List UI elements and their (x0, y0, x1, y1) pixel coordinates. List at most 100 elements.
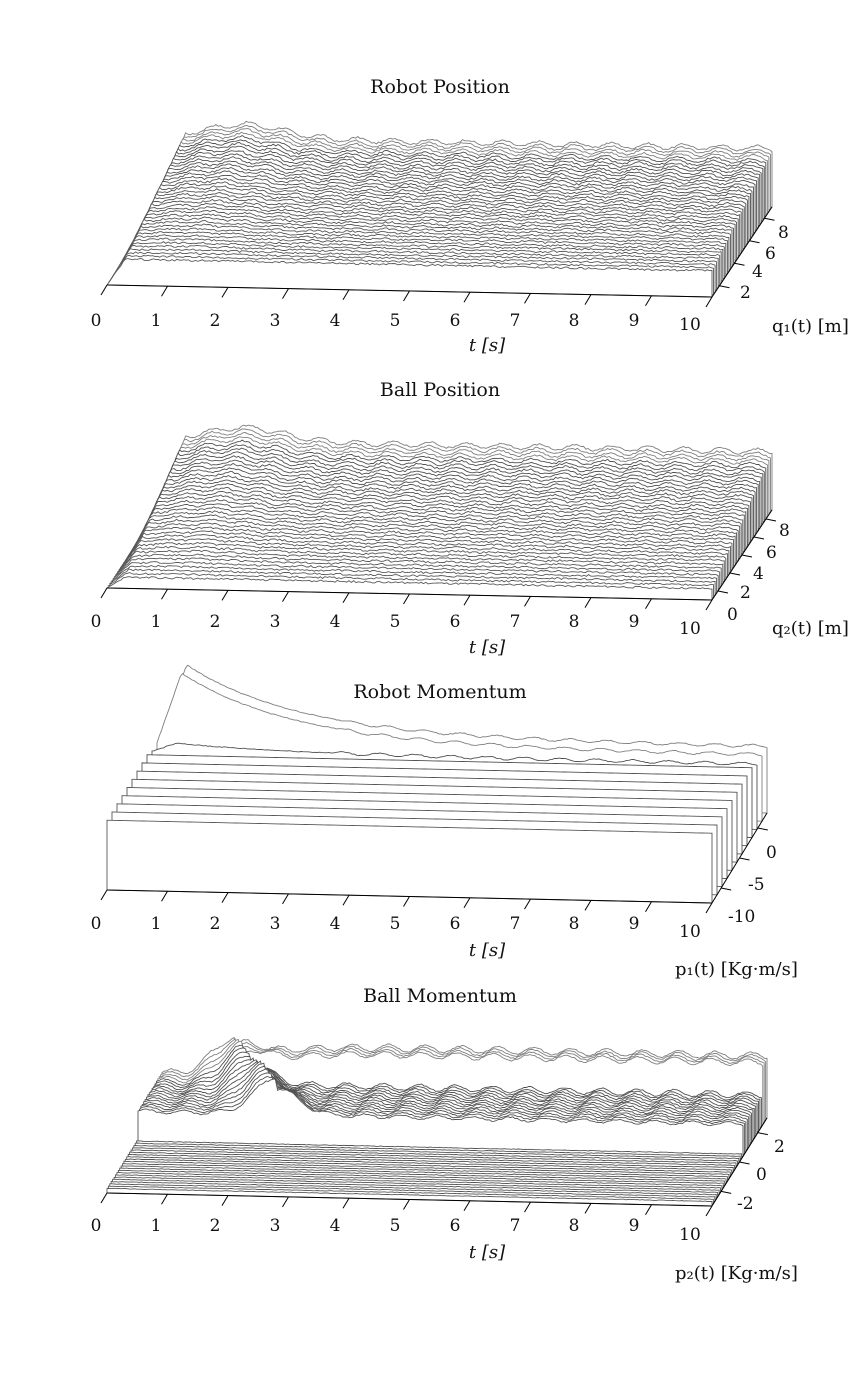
axes (100, 509, 777, 611)
x-tick (282, 1196, 289, 1208)
z-tick-labels: 0 2 4 6 8 (727, 521, 790, 625)
x-tick-label: 5 (390, 914, 401, 934)
x-tick (403, 290, 410, 302)
z-tick-label: 6 (766, 543, 777, 563)
x-tick (403, 1199, 410, 1210)
x-tick (221, 1195, 229, 1206)
x-tick-label: 2 (210, 914, 221, 934)
x-tick (221, 287, 229, 298)
x-tick (705, 296, 713, 308)
x-tick-label: 5 (390, 311, 401, 331)
x-tick-label: 2 (210, 1216, 221, 1236)
x-tick-label: 3 (270, 612, 281, 632)
x-tick-label: 2 (210, 311, 221, 331)
z-tick (739, 857, 750, 861)
z-tick (717, 590, 729, 594)
series-group (106, 120, 773, 298)
x-tick-label: 0 (91, 311, 102, 331)
x-tick (705, 599, 713, 611)
x-tick-label: 6 (450, 311, 461, 331)
x-tick (161, 891, 168, 902)
x-tick-label: 9 (629, 612, 640, 632)
series-group (106, 1036, 768, 1207)
z-tick (721, 1190, 732, 1194)
x-tick-label: 3 (270, 311, 281, 331)
x-tick-label: 8 (569, 311, 580, 331)
x-axis-label: t [s] (469, 335, 506, 356)
z-tick (764, 217, 775, 221)
x-tick (161, 285, 168, 297)
z-tick-label: 2 (740, 583, 751, 603)
z-tick (757, 827, 768, 831)
x-tick-label: 9 (629, 914, 640, 934)
x-tick-label: 4 (330, 914, 341, 934)
series-line (106, 819, 713, 904)
x-tick-label: 7 (510, 311, 521, 331)
x-tick-label: 10 (679, 619, 701, 639)
z-tick-label: 0 (756, 1165, 767, 1185)
x-tick (584, 1203, 592, 1214)
z-tick-label: 4 (753, 564, 764, 584)
z-tick (739, 1161, 750, 1165)
x-tick (221, 590, 229, 601)
x-tick-label: 8 (569, 1216, 580, 1236)
x-tick-label: 7 (510, 612, 521, 632)
x-tick-label: 0 (91, 914, 102, 934)
x-tick-label: 7 (510, 914, 521, 934)
chart-title: Ball Position (380, 379, 500, 401)
x-tick (342, 289, 350, 301)
x-tick (645, 295, 652, 307)
x-tick (282, 591, 289, 602)
x-tick (342, 1197, 350, 1209)
x-tick-label: 9 (629, 1216, 640, 1236)
x-tick-label: 1 (151, 1216, 162, 1236)
x-tick (705, 1205, 713, 1217)
series-line (106, 258, 713, 298)
chart-title: Robot Position (370, 76, 510, 98)
x-tick (524, 596, 531, 607)
x-tick (282, 288, 289, 299)
x-tick-labels: 0 1 2 3 4 5 6 7 8 9 10 (91, 1216, 701, 1245)
axes (100, 812, 768, 914)
panel-ball-position: Ball Position 0 1 2 3 4 5 6 7 8 9 10 0 2… (91, 379, 849, 658)
x-tick (282, 893, 289, 905)
x-axis-label: t [s] (469, 940, 506, 961)
z-tick-labels: -2 0 2 (737, 1137, 785, 1214)
x-tick (645, 598, 652, 610)
x-tick (100, 587, 108, 599)
x-tick-label: 8 (569, 914, 580, 934)
x-tick (463, 1200, 471, 1212)
x-tick-label: 5 (390, 612, 401, 632)
x-tick-label: 6 (450, 1216, 461, 1236)
x-tick (100, 1192, 108, 1204)
x-tick-label: 10 (679, 315, 701, 335)
x-tick (584, 597, 592, 608)
x-tick-label: 1 (151, 914, 162, 934)
series-line (137, 1078, 744, 1157)
x-tick (100, 284, 108, 296)
x-axis-label: t [s] (469, 637, 506, 658)
z-tick (719, 285, 730, 289)
x-tick (463, 594, 471, 606)
x-tick-label: 0 (91, 1216, 102, 1236)
x-tick (645, 901, 652, 912)
x-tick-label: 5 (390, 1216, 401, 1236)
z-tick-label: 2 (774, 1137, 785, 1157)
x-tick (161, 1194, 168, 1205)
depth-axis-line (711, 206, 773, 298)
x-tick (584, 900, 592, 911)
z-axis-label: q₁(t) [m] (772, 316, 849, 337)
x-tick-labels: 0 1 2 3 4 5 6 7 8 9 10 (91, 311, 701, 335)
x-tick-label: 4 (330, 612, 341, 632)
chart-title: Ball Momentum (363, 985, 517, 1007)
z-tick (765, 518, 777, 522)
z-tick (734, 262, 745, 266)
x-tick (584, 294, 592, 305)
x-tick-label: 0 (91, 612, 102, 632)
x-tick-label: 8 (569, 612, 580, 632)
x-tick (342, 894, 350, 906)
series-line (106, 1187, 713, 1207)
x-tick-label: 4 (330, 1216, 341, 1236)
z-axis-label: q₂(t) [m] (772, 618, 849, 639)
